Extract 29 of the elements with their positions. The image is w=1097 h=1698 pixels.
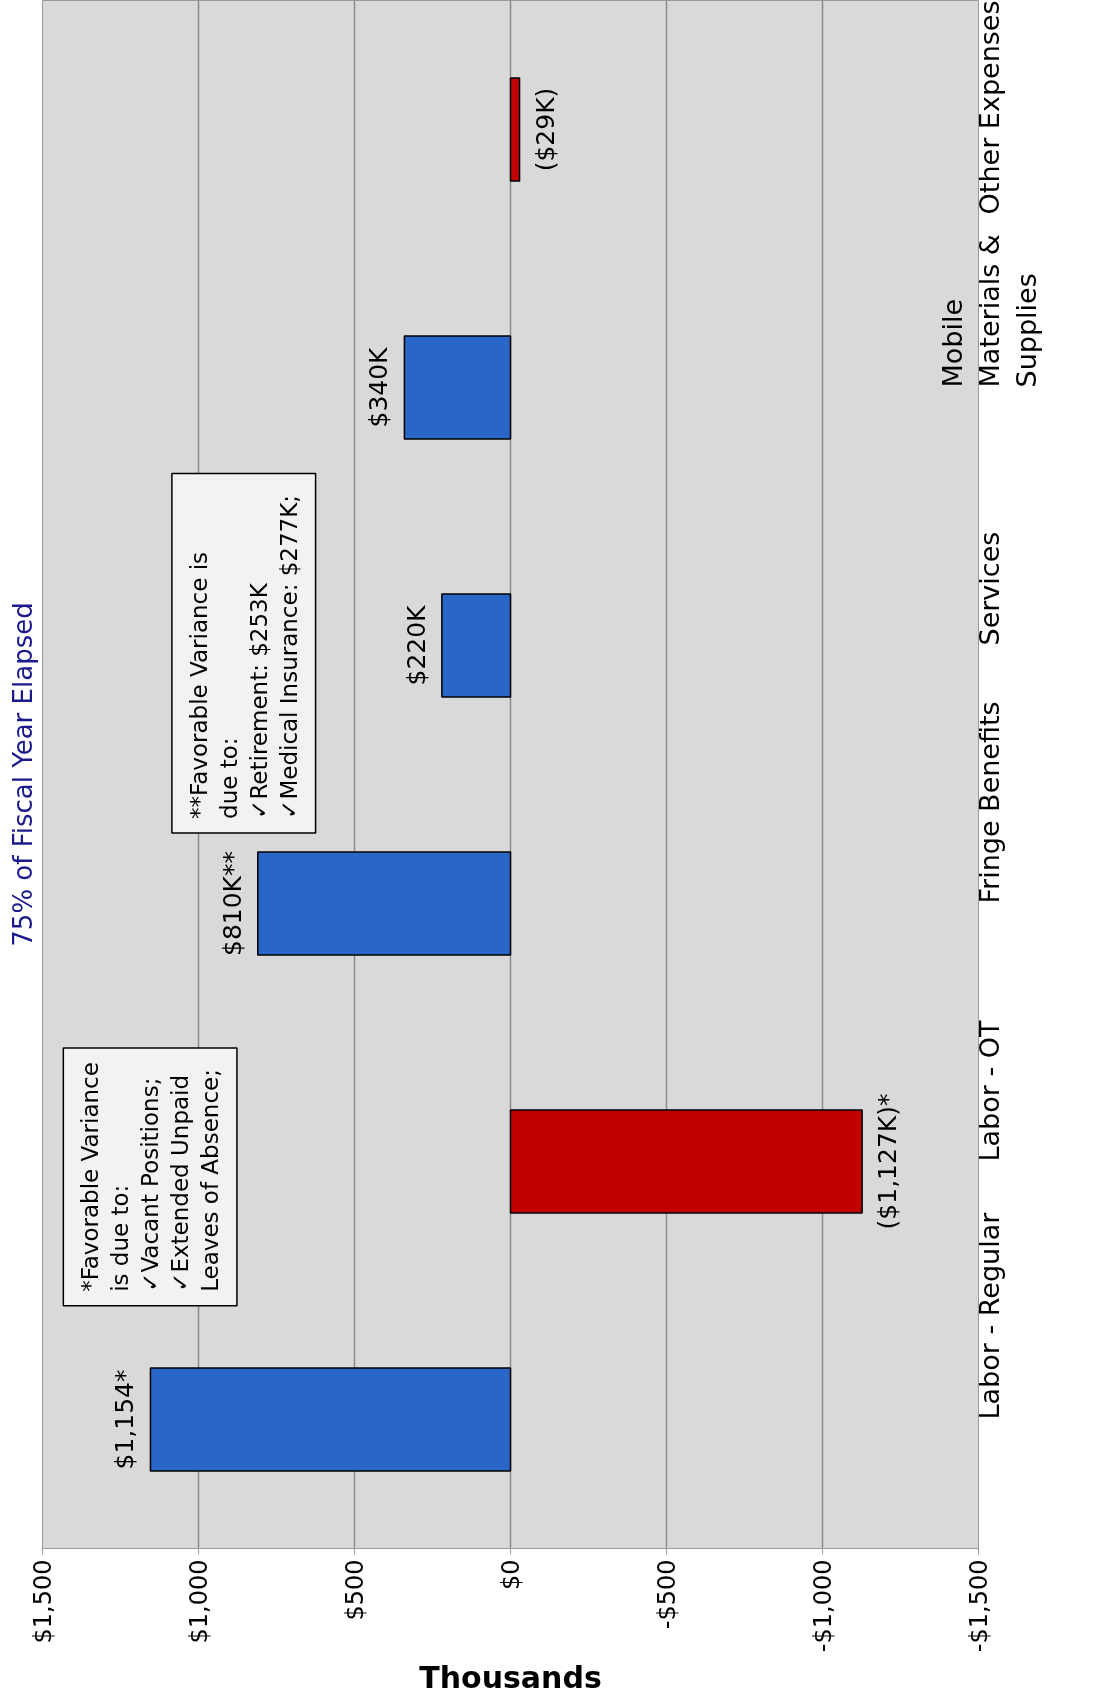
text: 75% of Fiscal Year Elapsed	[7, 602, 38, 947]
data-label: $220K	[401, 604, 431, 686]
y-tick-label: Labor - Regular	[974, 1211, 1005, 1420]
x-tick-label: -$1,500	[964, 1559, 993, 1653]
y-tick-label: Labor - OT	[974, 1019, 1005, 1162]
x-tick-label: $500	[340, 1559, 369, 1621]
x-tick-label: $1,500	[28, 1559, 57, 1644]
y-tick-label: Other Expenses	[974, 0, 1005, 215]
bar	[257, 851, 512, 956]
y-tick-label: Services	[974, 531, 1005, 646]
data-label: $340K	[364, 346, 394, 428]
data-label: $1,154*	[110, 1369, 140, 1470]
x-tick-label: $1,000	[184, 1559, 213, 1644]
bar	[509, 77, 521, 182]
x-tick-label: $0	[496, 1559, 525, 1591]
y-tick-label: Mobile Materials & Supplies	[936, 234, 1043, 388]
x-axis-title: Thousands	[419, 1660, 602, 1696]
x-tick-label: -$1,000	[808, 1559, 837, 1653]
bar	[509, 1109, 863, 1214]
data-label: ($29K)	[530, 87, 560, 172]
data-label: $810K**	[217, 850, 247, 957]
y-tick-label: Fringe Benefits	[974, 701, 1005, 904]
data-label: ($1,127K)*	[873, 1093, 903, 1230]
annotation: **Favorable Variance is due to: ✓Retirement: $253K ✓Medical Insurance: $277K;	[185, 494, 302, 819]
bar	[149, 1367, 512, 1472]
x-tick-label: -$500	[652, 1559, 681, 1630]
bar	[403, 335, 512, 440]
annotation: *Favorable Variance is due to: ✓Vacant Positions; ✓Extended Unpaid Leaves of Absence;	[77, 1062, 223, 1292]
bar	[441, 593, 512, 698]
